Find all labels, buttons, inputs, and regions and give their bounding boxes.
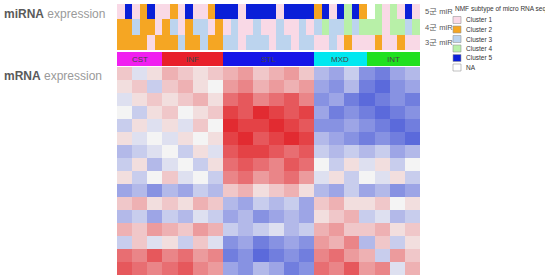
svg-text:Cluster 5: Cluster 5	[466, 54, 492, 61]
svg-text:Cluster 2: Cluster 2	[466, 26, 492, 33]
svg-text:Cluster 3: Cluster 3	[466, 36, 492, 43]
svg-text:Cluster 1: Cluster 1	[466, 16, 492, 23]
svg-text:INT: INT	[387, 55, 400, 64]
svg-text:4군 miR: 4군 miR	[425, 23, 453, 32]
svg-text:NMF subtype of micro RNA seq: NMF subtype of micro RNA seq	[455, 5, 545, 13]
svg-text:miRNA expression: miRNA expression	[4, 7, 105, 21]
svg-text:STL: STL	[261, 55, 276, 64]
svg-text:INF: INF	[186, 55, 199, 64]
svg-text:MXD: MXD	[331, 55, 349, 64]
svg-text:CST: CST	[132, 55, 148, 64]
svg-text:mRNA expression: mRNA expression	[4, 69, 102, 83]
svg-text:Cluster 4: Cluster 4	[466, 45, 492, 52]
svg-text:NA: NA	[466, 64, 476, 71]
svg-text:5군 miR: 5군 miR	[425, 7, 453, 16]
svg-text:3군 miR: 3군 miR	[425, 38, 453, 47]
